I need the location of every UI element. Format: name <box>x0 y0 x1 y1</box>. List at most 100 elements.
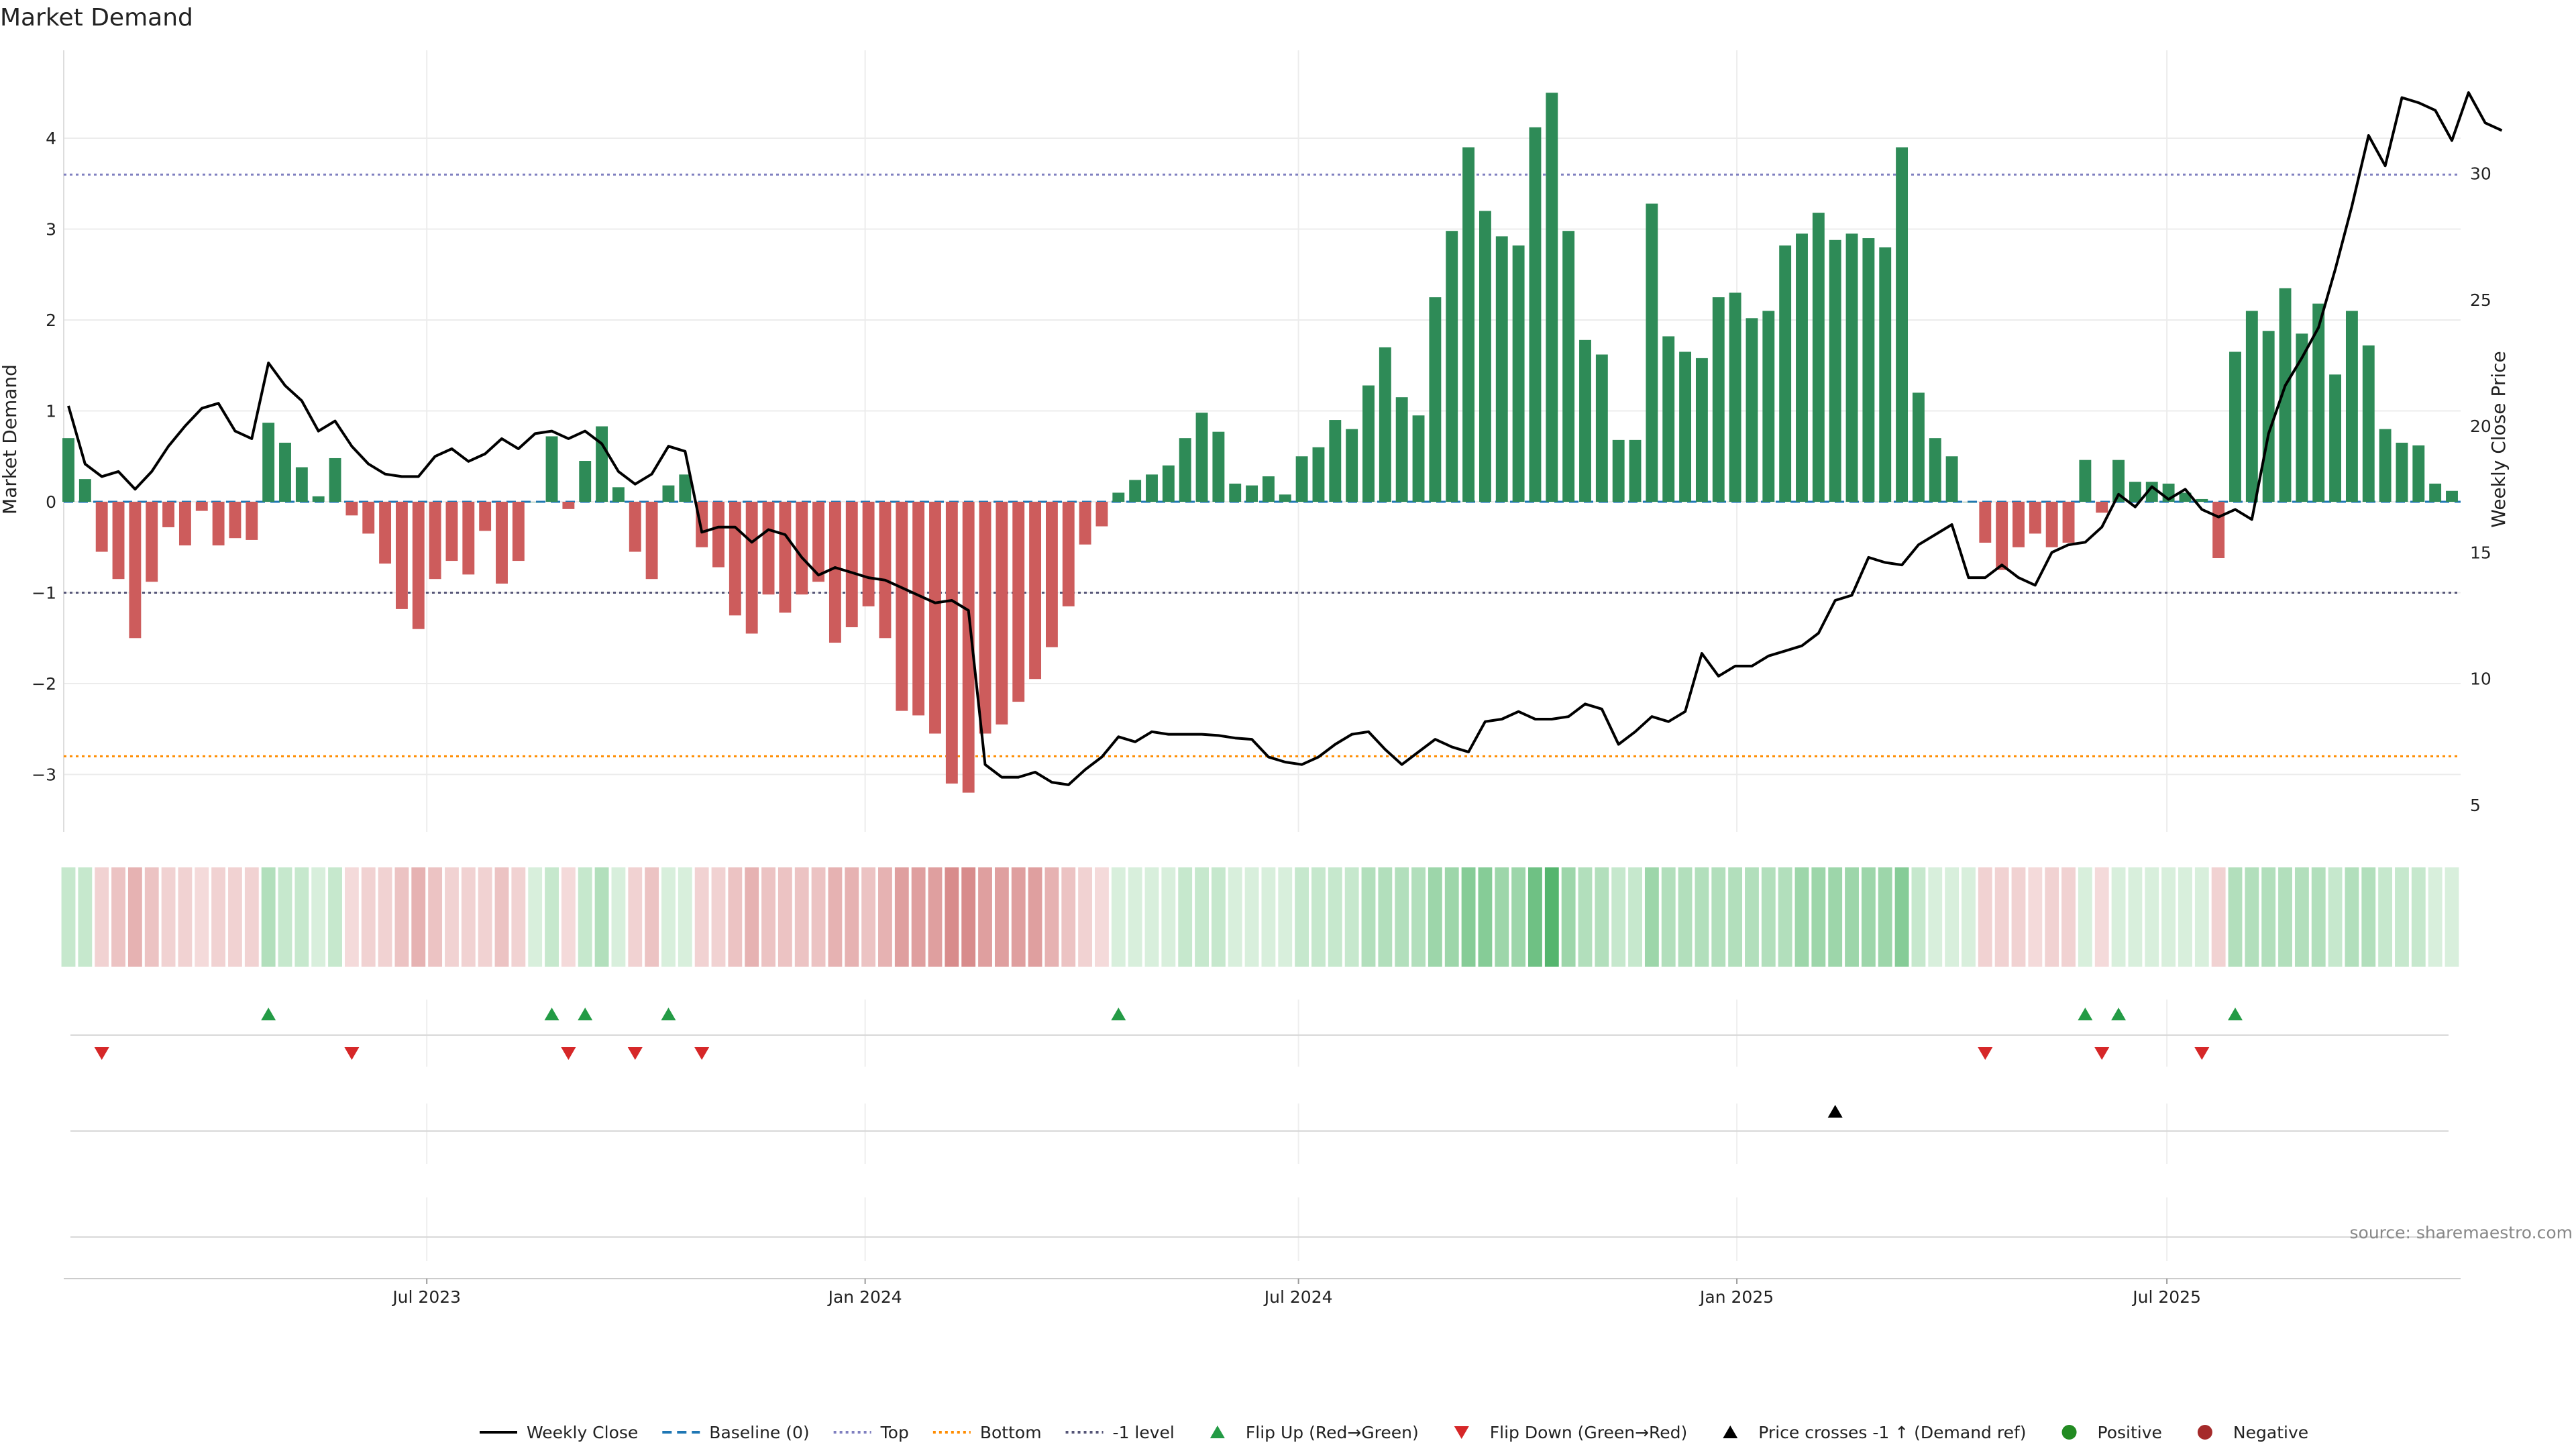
demand-bars <box>62 93 2458 793</box>
shade-cell <box>811 867 826 967</box>
demand-bar <box>1829 239 1841 502</box>
shade-cell <box>2245 867 2259 967</box>
legend-label: Flip Down (Green→Red) <box>1490 1423 1688 1442</box>
demand-bar <box>812 502 825 582</box>
shade-cell <box>2328 867 2343 967</box>
shade-cell <box>661 867 676 967</box>
shade-cell <box>1811 867 1826 967</box>
shade-cell <box>761 867 775 967</box>
shade-cell <box>1994 867 2009 967</box>
shade-cell <box>1745 867 1759 967</box>
demand-bar <box>2362 345 2375 502</box>
demand-bar <box>1762 311 1775 502</box>
shade-cell <box>61 867 76 967</box>
shade-cell <box>1028 867 1042 967</box>
demand-bar <box>329 458 341 502</box>
shade-cell <box>2378 867 2393 967</box>
demand-bar <box>562 502 575 509</box>
demand-bar <box>545 436 558 502</box>
demand-bar <box>62 438 74 502</box>
x-axis: Jul 2023 Jan 2024 Jul 2024 Jan 2025 Jul 2025 <box>64 1278 2461 1307</box>
demand-bar <box>845 502 858 627</box>
demand-bar <box>645 502 658 580</box>
demand-bar <box>1195 413 1208 502</box>
legend-label: Positive <box>2098 1423 2162 1442</box>
shade-cell <box>2094 867 2109 967</box>
legend-label: Weekly Close <box>527 1423 638 1442</box>
demand-bar <box>2112 460 2125 502</box>
shade-cell <box>1278 867 1293 967</box>
left-tick-label: −2 <box>32 674 56 694</box>
shade-cell <box>1678 867 1693 967</box>
legend-item: Flip Up (Red→Green) <box>1210 1423 1419 1442</box>
demand-bar <box>362 502 375 534</box>
demand-bar <box>1996 502 2008 570</box>
demand-bar <box>1879 247 1892 502</box>
shade-cell <box>1211 867 1226 967</box>
demand-bar <box>1629 439 1642 502</box>
demand-bar <box>979 502 991 734</box>
demand-bar <box>1546 93 1558 502</box>
shade-cell <box>611 867 626 967</box>
shade-cell <box>211 867 226 967</box>
shade-cell <box>777 867 792 967</box>
shade-cell <box>1611 867 1626 967</box>
demand-bar <box>178 502 191 546</box>
shade-cell <box>945 867 959 967</box>
legend-label: Baseline (0) <box>709 1423 809 1442</box>
flip-up-marker <box>2228 1008 2243 1020</box>
legend-item: -1 level <box>1065 1423 1175 1442</box>
shade-cell <box>2228 867 2243 967</box>
demand-bar <box>2062 502 2075 543</box>
demand-bar <box>2212 502 2225 559</box>
flip-down-marker <box>94 1047 109 1060</box>
demand-bar <box>2412 445 2425 502</box>
shade-cell <box>1328 867 1342 967</box>
shade-cell <box>2078 867 2092 967</box>
demand-bar <box>596 426 608 502</box>
shade-cell <box>2145 867 2159 967</box>
demand-bar <box>1179 438 1191 502</box>
shade-cell <box>2395 867 2409 967</box>
demand-bar <box>2312 303 2325 502</box>
demand-bar <box>1812 213 1825 502</box>
demand-bar <box>745 502 758 634</box>
flip-down-marker <box>344 1047 360 1060</box>
demand-bar <box>146 502 158 582</box>
shade-cell <box>694 867 709 967</box>
demand-bar <box>929 502 941 734</box>
right-tick-label: 10 <box>2470 669 2491 689</box>
legend-label: Negative <box>2233 1423 2308 1442</box>
shade-cell <box>1344 867 1359 967</box>
shade-cell <box>1528 867 1542 967</box>
shade-cell <box>478 867 492 967</box>
legend: Weekly Close Baseline (0) Top Bottom -1 leve… <box>480 1423 2308 1442</box>
x-tick-label: Jan 2025 <box>1699 1287 1774 1307</box>
demand-bar <box>1246 485 1258 502</box>
demand-bar <box>1146 474 1158 502</box>
shade-cell <box>1078 867 1093 967</box>
shade-cell <box>78 867 93 967</box>
shade-cell <box>261 867 276 967</box>
shade-cell <box>994 867 1009 967</box>
demand-bar <box>1079 502 1091 545</box>
demand-bar <box>629 502 641 552</box>
shade-cell <box>127 867 142 967</box>
legend-swatch <box>1723 1426 1738 1438</box>
demand-bar <box>2279 288 2292 502</box>
shade-cell <box>1195 867 1209 967</box>
legend-item: Positive <box>2061 1423 2162 1442</box>
demand-bar <box>1129 480 1142 502</box>
price-cross-markers <box>1827 1105 1843 1118</box>
shade-cell <box>1728 867 1743 967</box>
flip-down-marker <box>694 1047 710 1060</box>
shade-cell <box>1478 867 1493 967</box>
demand-bar <box>395 502 408 609</box>
shade-cell <box>1395 867 1409 967</box>
shade-cell <box>878 867 892 967</box>
demand-bar <box>295 467 308 502</box>
legend-label: Price crosses -1 ↑ (Demand ref) <box>1758 1423 2026 1442</box>
legend-swatch <box>1454 1426 1469 1439</box>
demand-bar <box>1612 439 1625 502</box>
